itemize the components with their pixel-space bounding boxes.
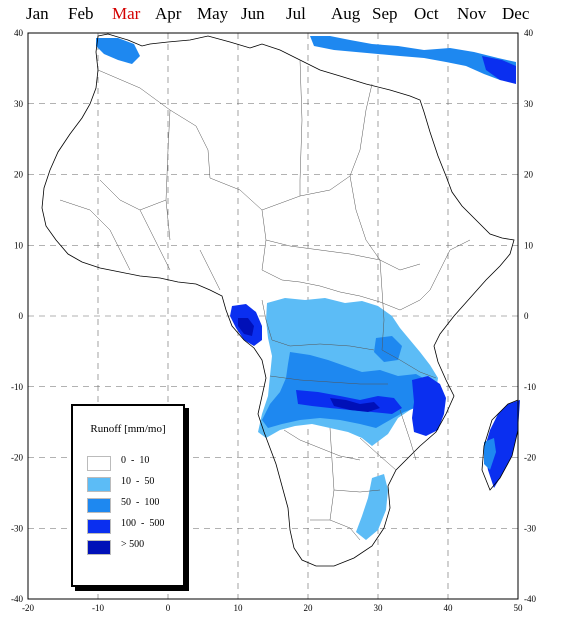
- runoff-region-lake-victoria: [374, 336, 402, 362]
- y-tick-label-left: 40: [14, 28, 24, 38]
- x-tick-label: 30: [374, 603, 384, 613]
- legend-class-row: 50 - 100: [87, 497, 179, 513]
- legend-class-row: 10 - 50: [87, 476, 179, 492]
- africa-coastline: [41, 33, 519, 567]
- legend-swatch: [87, 519, 111, 534]
- legend-class-row: 0 - 10: [87, 455, 179, 471]
- month-tab-sep[interactable]: Sep: [372, 4, 398, 23]
- x-tick-label: -10: [92, 603, 104, 613]
- x-tick-label: 40: [444, 603, 454, 613]
- month-selector: Jan Feb Mar Apr May Jun Jul Aug Sep Oct Nov Dec: [0, 0, 568, 30]
- legend-class-label: 10 - 50: [121, 476, 155, 487]
- runoff-region-gabon-dark: [238, 318, 254, 336]
- month-tab-dec[interactable]: Dec: [502, 4, 530, 23]
- y-tick-label-right: -20: [524, 453, 536, 463]
- legend-class-label: 100 - 500: [121, 518, 165, 529]
- legend-swatch: [87, 540, 111, 555]
- legend-class-label: > 500: [121, 539, 145, 550]
- month-tab-oct[interactable]: Oct: [414, 4, 439, 23]
- legend-class-label: 50 - 100: [121, 497, 160, 508]
- legend-swatch: [87, 456, 111, 471]
- runoff-region-madagascar-light: [484, 438, 496, 470]
- axis-ticks: -20 -10 0 10 20 30 40 50 40 40 30 30 20 20 10 10 0 0 -10 -1…: [11, 28, 536, 613]
- y-tick-label-right: 40: [524, 28, 534, 38]
- y-tick-label-left: 0: [19, 311, 24, 321]
- y-tick-label-left: -10: [11, 382, 23, 392]
- country-borders: [59, 59, 471, 541]
- y-tick-label-left: -30: [11, 523, 23, 533]
- y-tick-label-right: 30: [524, 99, 534, 109]
- runoff-region-dark-east: [412, 376, 446, 436]
- month-tab-jan[interactable]: Jan: [26, 4, 49, 23]
- runoff-legend: Runoff [mm/mo] 0 - 10 10 - 50 50 - 100 100 …: [71, 404, 185, 587]
- legend-class-label: 0 - 10: [121, 455, 150, 466]
- month-tab-apr[interactable]: Apr: [155, 4, 182, 23]
- y-tick-label-right: 0: [524, 311, 529, 321]
- runoff-region-very-dark: [330, 398, 380, 412]
- runoff-region-levant-dark: [482, 56, 516, 84]
- y-tick-label-left: -20: [11, 453, 23, 463]
- y-tick-label-right: -40: [524, 594, 536, 604]
- y-tick-label-left: -40: [11, 594, 23, 604]
- legend-swatch: [87, 477, 111, 492]
- y-tick-label-left: 10: [14, 240, 24, 250]
- y-tick-label-right: 20: [524, 170, 534, 180]
- month-tab-feb[interactable]: Feb: [68, 4, 94, 23]
- x-tick-label: -20: [22, 603, 34, 613]
- runoff-region-iberia: [96, 38, 140, 64]
- legend-class-row: > 500: [87, 539, 179, 555]
- month-tab-may[interactable]: May: [197, 4, 229, 23]
- month-tab-jul[interactable]: Jul: [286, 4, 306, 23]
- y-tick-label-right: -30: [524, 523, 536, 533]
- y-tick-label-left: 20: [14, 170, 24, 180]
- runoff-region-mediterranean: [310, 36, 516, 82]
- month-tab-mar[interactable]: Mar: [112, 4, 141, 23]
- legend-class-row: 100 - 500: [87, 518, 179, 534]
- legend-title: Runoff [mm/mo]: [90, 423, 166, 435]
- legend-swatch: [87, 498, 111, 513]
- x-tick-label: 0: [166, 603, 171, 613]
- month-tab-aug[interactable]: Aug: [331, 4, 361, 23]
- y-tick-label-right: -10: [524, 382, 536, 392]
- y-tick-label-left: 30: [14, 99, 24, 109]
- x-tick-label: 20: [304, 603, 314, 613]
- month-tab-jun[interactable]: Jun: [241, 4, 265, 23]
- runoff-region-madagascar: [484, 400, 520, 488]
- map-frame: [27, 32, 519, 600]
- runoff-field: [96, 36, 520, 540]
- y-tick-label-right: 10: [524, 240, 534, 250]
- month-tab-nov[interactable]: Nov: [457, 4, 487, 23]
- x-tick-label: 10: [234, 603, 244, 613]
- x-tick-label: 50: [514, 603, 524, 613]
- runoff-region-south-east-light: [356, 474, 388, 540]
